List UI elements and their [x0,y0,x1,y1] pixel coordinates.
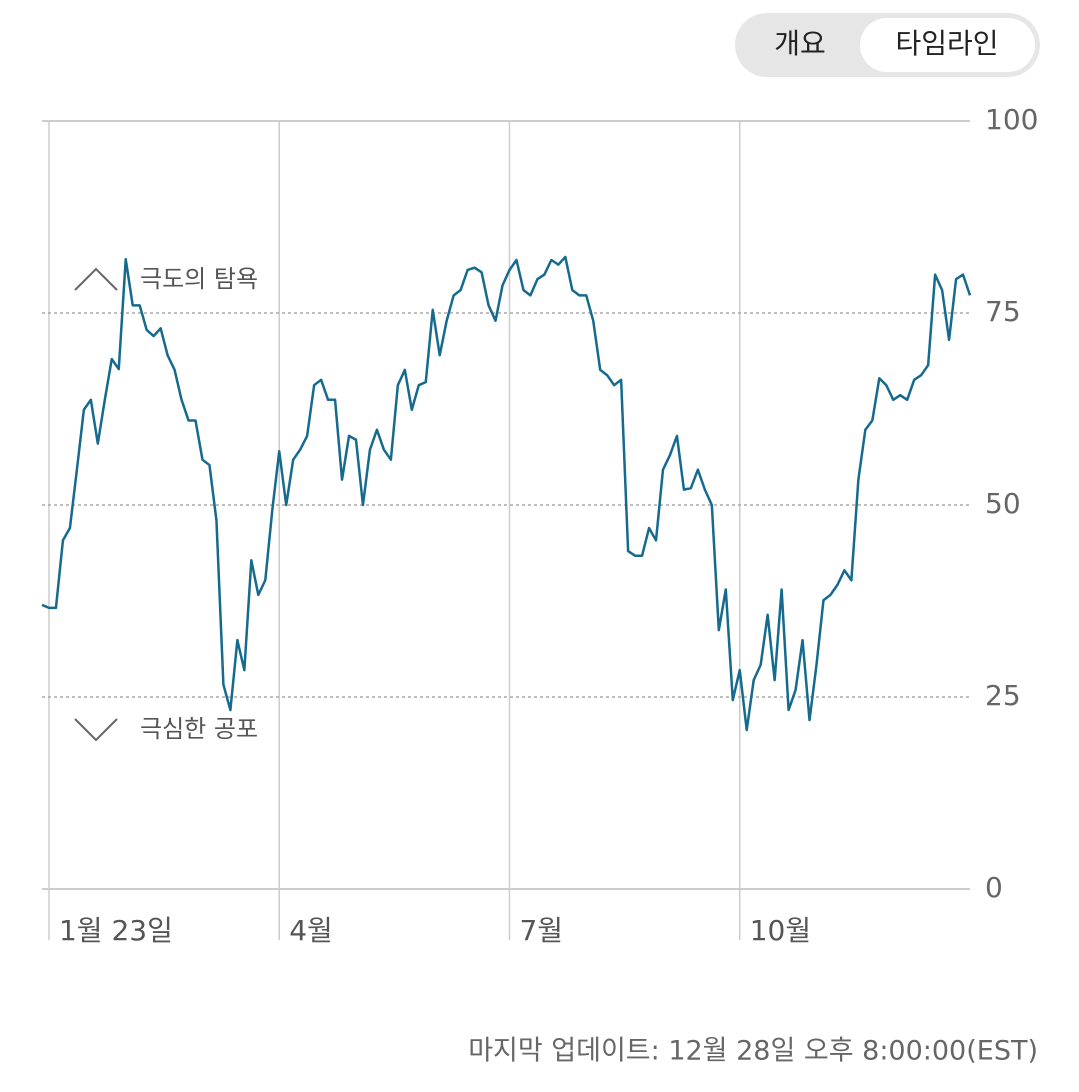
x-tick-label: 1월 23일 [59,914,173,947]
annotation-chevron [74,718,118,742]
y-tick-label: 100 [985,103,1038,136]
annotation-label: 극심한 공포 [140,715,258,743]
y-tick-label: 75 [985,295,1021,328]
x-tick-label: 4월 [289,914,333,947]
x-tick-label: 7월 [519,914,563,947]
series-line [41,255,972,732]
annotation-chevron [74,267,118,291]
y-tick-label: 25 [985,679,1021,712]
annotation-label: 극도의 탐욕 [140,265,258,293]
tab-selected[interactable] [860,18,1035,72]
x-tick-label: 10월 [750,914,811,947]
y-tick-label: 0 [985,871,1003,904]
tab-label[interactable]: 타임라인 [895,27,998,60]
y-tick-label: 50 [985,487,1021,520]
tab-label[interactable]: 개요 [774,27,826,60]
footer-note: 마지막 업데이트: 12월 28일 오후 8:00:00(EST) [468,1036,1038,1067]
